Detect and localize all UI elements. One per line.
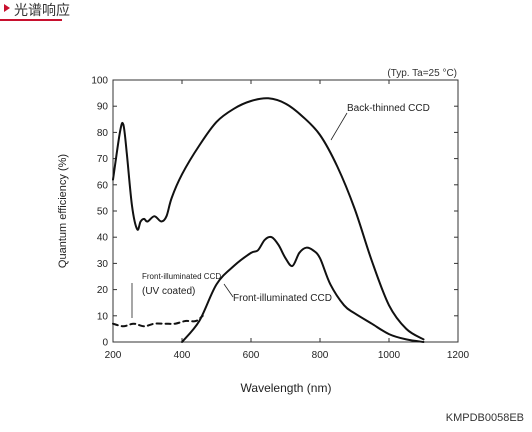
condition-note: (Typ. Ta=25 °C) (387, 68, 457, 79)
leader-front-illuminated (223, 283, 234, 298)
y-tick-label: 60 (97, 180, 109, 191)
x-tick-label: 200 (105, 350, 122, 361)
y-tick-label: 50 (97, 207, 109, 218)
y-tick-label: 40 (97, 233, 109, 244)
y-tick-label: 30 (97, 259, 109, 270)
x-tick-label: 1000 (378, 350, 401, 361)
x-tick-label: 1200 (447, 350, 470, 361)
y-tick-label: 10 (97, 311, 109, 322)
x-tick-label: 600 (243, 350, 260, 361)
section-marker-icon (4, 4, 10, 12)
y-tick-label: 90 (97, 102, 109, 113)
series-line-front-illuminated-ccd (181, 235, 425, 343)
y-tick-label: 70 (97, 154, 109, 165)
section-underline (0, 19, 62, 21)
y-axis-ticks: 0 10 20 30 40 50 60 70 80 90 100 (91, 76, 458, 349)
section-title: 光谱响应 (14, 3, 70, 19)
annotation-uv-coated-line2: (UV coated) (142, 286, 195, 297)
annotation-uv-coated-line1: Front-illuminated CCD (142, 272, 221, 281)
annotation-back-thinned: Back-thinned CCD (347, 103, 430, 114)
y-axis-title: Quantum efficiency (%) (57, 154, 69, 268)
series-line-front-illuminated-ccd-uv-coated (112, 314, 204, 328)
figure-code: KMPDB0058EB (445, 412, 524, 424)
x-axis-ticks: 200 400 600 800 1000 1200 (105, 80, 470, 361)
x-tick-label: 400 (174, 350, 191, 361)
y-tick-label: 0 (102, 338, 108, 349)
series-line-back-thinned-ccd (112, 97, 425, 341)
y-tick-label: 100 (91, 76, 108, 87)
x-axis-title: Wavelength (nm) (241, 381, 332, 395)
x-tick-label: 800 (312, 350, 329, 361)
series-layer (112, 97, 425, 343)
section-header: 光谱响应 (0, 0, 532, 24)
annotation-front-illuminated: Front-illuminated CCD (233, 293, 332, 304)
y-tick-label: 80 (97, 128, 109, 139)
y-tick-label: 20 (97, 285, 109, 296)
leader-back-thinned (330, 112, 348, 141)
